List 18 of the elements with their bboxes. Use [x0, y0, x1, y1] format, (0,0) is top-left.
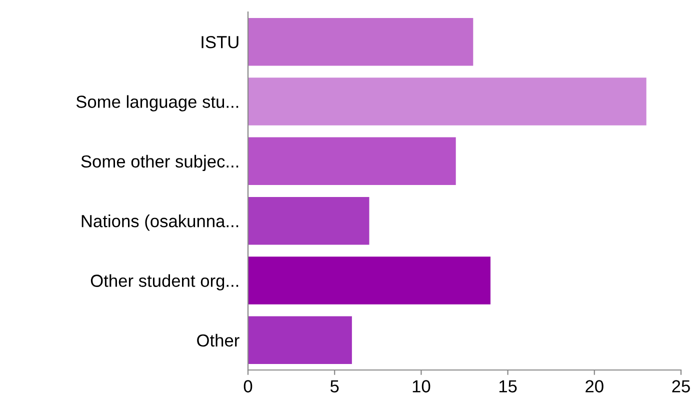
x-tick-label: 15 — [499, 380, 517, 392]
x-tick-label: 10 — [412, 380, 430, 392]
x-tick-label: 0 — [244, 380, 252, 392]
bar — [248, 256, 490, 304]
y-tick-label: Some language stu... — [76, 95, 238, 112]
bar — [248, 18, 474, 66]
y-tick-label: Other — [197, 334, 240, 347]
y-tick-label: Other student org... — [90, 274, 238, 290]
x-tick-label: 5 — [330, 380, 339, 392]
bar — [248, 196, 370, 245]
bar — [248, 316, 352, 364]
bar — [248, 137, 456, 186]
x-tick-label: 25 — [672, 380, 690, 392]
bar — [248, 78, 646, 126]
x-tick-label: 20 — [586, 380, 604, 392]
y-tick-label: ISTU — [202, 36, 238, 48]
y-tick-label: Some other subjec... — [81, 154, 238, 172]
y-tick-label: Nations (osakunna... — [82, 214, 238, 231]
